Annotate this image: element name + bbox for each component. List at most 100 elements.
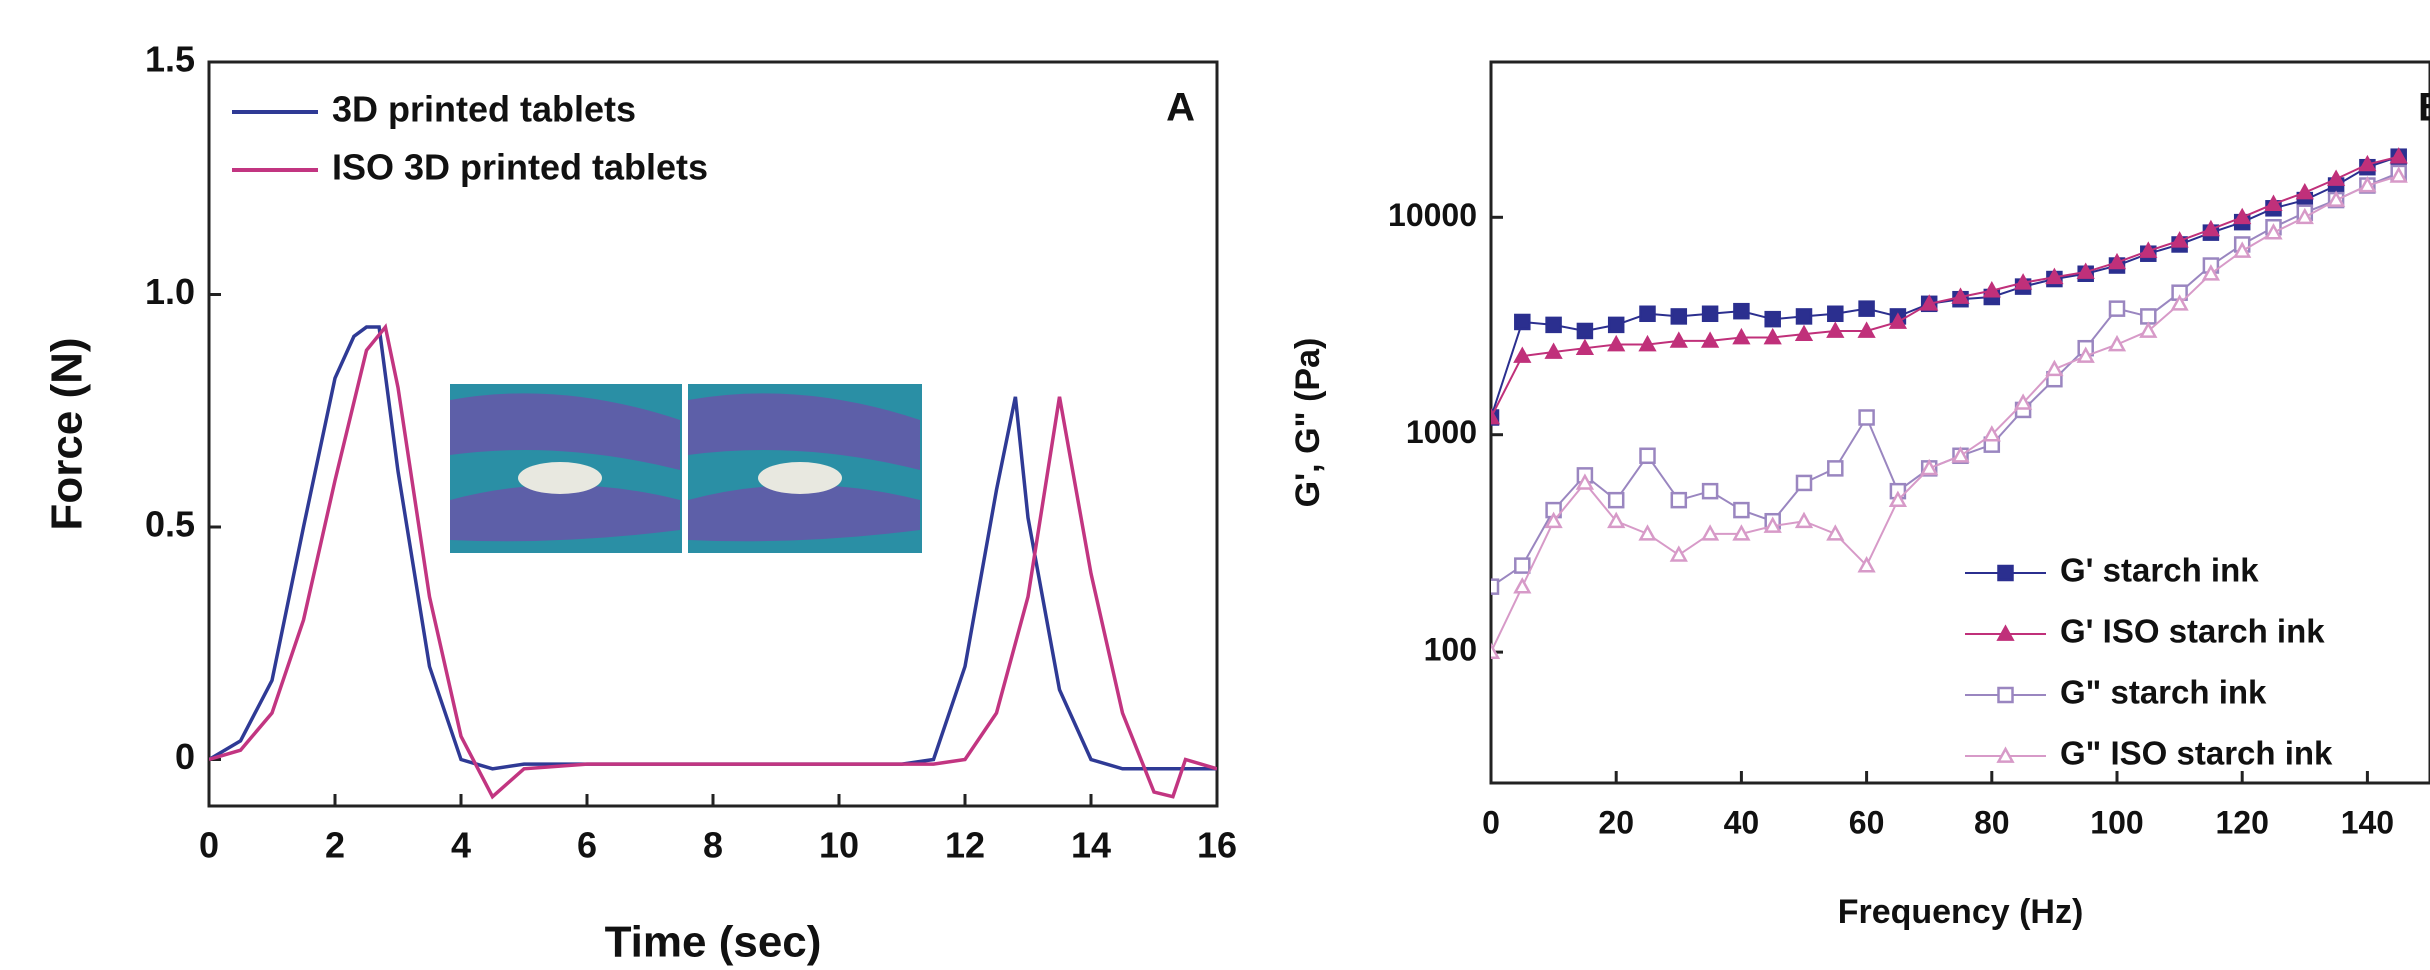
panel-label: B (2418, 86, 2430, 130)
y-axis-label: G', G" (Pa) (1289, 338, 1327, 508)
legend-label: ISO 3D printed tablets (332, 147, 708, 188)
x-tick-label: 8 (703, 825, 723, 866)
marker (2389, 147, 2408, 164)
series-line (209, 323, 1217, 800)
marker (1951, 446, 1970, 463)
marker (1733, 501, 1750, 519)
x-tick-label: 14 (1071, 825, 1111, 866)
marker (1669, 545, 1688, 562)
marker (1951, 287, 1970, 304)
marker (2201, 219, 2221, 237)
legend-label: G" ISO starch ink (2060, 735, 2333, 772)
marker (1858, 409, 1875, 426)
panel-label: A (1166, 86, 1195, 130)
marker (2264, 194, 2283, 211)
marker (1514, 557, 1531, 574)
marker (1996, 746, 2015, 763)
plot-area (1491, 147, 2408, 659)
marker (1576, 322, 1594, 340)
marker (1545, 316, 1562, 334)
x-tick-label: 4 (451, 825, 471, 866)
marker (1513, 346, 1532, 363)
marker (1763, 327, 1782, 345)
x-tick-label: 20 (1598, 804, 1634, 840)
x-tick-label: 16 (1197, 825, 1237, 866)
y-tick-label: 1.5 (145, 39, 195, 80)
y-tick-label: 0.5 (145, 504, 195, 545)
marker (1827, 460, 1844, 477)
marker (1639, 447, 1656, 465)
legend-label: G" starch ink (2060, 674, 2267, 711)
x-tick-label: 0 (199, 825, 219, 866)
marker (1826, 524, 1845, 541)
marker (1794, 511, 1814, 529)
marker (1795, 474, 1813, 492)
legend-label: 3D printed tablets (332, 89, 636, 130)
marker (1514, 313, 1531, 331)
x-tick-label: 10 (819, 825, 859, 866)
marker (1607, 316, 1625, 334)
y-tick-label: 1.0 (145, 271, 195, 312)
series-line (1491, 174, 2399, 653)
marker (2295, 207, 2314, 225)
marker (1544, 342, 1563, 359)
marker (1888, 312, 1908, 329)
y-tick-label: 1000 (1406, 414, 1477, 450)
marker (1826, 321, 1845, 338)
y-tick-label: 100 (1424, 632, 1477, 668)
marker (2045, 359, 2064, 377)
marker (1997, 686, 2014, 704)
marker (1764, 310, 1781, 328)
x-axis-label: Frequency (Hz) (1838, 893, 2084, 931)
marker (2326, 169, 2346, 186)
x-tick-label: 80 (1974, 804, 2010, 840)
series-line (1491, 155, 2400, 418)
marker (1607, 511, 1626, 529)
marker (1670, 308, 1688, 325)
marker (2358, 154, 2377, 172)
marker (1982, 425, 2001, 442)
marker (1701, 305, 1719, 323)
marker (1857, 556, 1876, 573)
marker (1996, 624, 2015, 641)
marker (1997, 564, 2014, 582)
marker (1513, 577, 1532, 594)
series-line (1491, 155, 2399, 418)
x-tick-label: 12 (945, 825, 985, 866)
x-tick-label: 2 (325, 825, 345, 866)
marker (1858, 300, 1875, 317)
marker (2076, 346, 2095, 363)
marker (2045, 267, 2064, 285)
marker (2076, 262, 2095, 279)
x-tick-label: 6 (577, 825, 597, 866)
marker (2013, 393, 2033, 410)
marker (1920, 294, 1939, 311)
marker (1700, 524, 1720, 541)
marker (2201, 264, 2221, 281)
y-axis-label: Force (N) (43, 337, 92, 530)
y-tick-label: 0 (175, 736, 195, 777)
marker (1795, 308, 1813, 325)
marker (1733, 302, 1750, 320)
marker (1670, 491, 1688, 509)
x-tick-label: 100 (2090, 804, 2143, 840)
marker (1669, 331, 1688, 348)
x-axis-label: Time (sec) (605, 918, 822, 967)
marker (1575, 473, 1595, 490)
marker (2358, 175, 2377, 193)
marker (2389, 166, 2408, 183)
marker (1920, 458, 1939, 476)
marker (1857, 321, 1876, 338)
x-tick-label: 0 (1482, 804, 1500, 840)
marker (1639, 305, 1656, 323)
marker (2013, 273, 2033, 290)
marker (1575, 338, 1595, 356)
x-tick-label: 60 (1849, 804, 1885, 840)
marker (2139, 321, 2158, 338)
marker (2233, 207, 2252, 225)
marker (1607, 491, 1625, 509)
marker (2170, 294, 2189, 311)
marker (1544, 511, 1563, 529)
marker (1700, 331, 1720, 348)
